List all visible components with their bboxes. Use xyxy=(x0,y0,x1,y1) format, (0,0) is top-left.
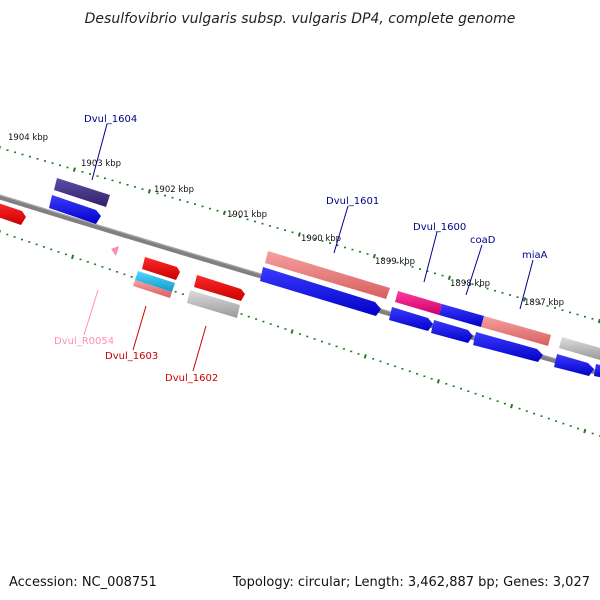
gene-right-edge-blue[interactable] xyxy=(594,364,600,378)
gene-coaD-blue[interactable] xyxy=(439,304,484,327)
gene-dvul1601-salmon[interactable] xyxy=(265,251,390,299)
gene-dvul1603-salmon[interactable] xyxy=(133,280,172,298)
scale-major-tick xyxy=(290,329,294,334)
scale-label-1899: 1899 kbp xyxy=(375,257,415,267)
scale-major-tick xyxy=(447,275,451,281)
gene-coaD-blue-arrow[interactable] xyxy=(431,320,473,343)
label-coaD: coaD xyxy=(470,235,496,246)
scale-major-tick xyxy=(363,354,367,359)
gene-dvul1600-magenta[interactable] xyxy=(395,291,442,315)
scale-label-1901: 1901 kbp xyxy=(227,210,267,220)
scale-label-1903: 1903 kbp xyxy=(81,159,121,169)
map-title: Desulfovibrio vulgaris subsp. vulgaris D… xyxy=(85,11,516,27)
gene-miaA-salmon[interactable] xyxy=(481,316,551,346)
scale-major-tick xyxy=(297,232,301,237)
upper-scale-ticks xyxy=(0,146,600,324)
scale-label-1897: 1897 kbp xyxy=(524,298,564,308)
label-dvul-r0054: Dvul_R0054 xyxy=(54,336,114,347)
forward-strand-features xyxy=(54,178,600,360)
gene-dvul1602-grey[interactable] xyxy=(187,290,240,318)
gene-dvul1601-blue-arrow[interactable] xyxy=(260,267,381,316)
scale-major-tick xyxy=(71,254,75,260)
scale-label-1902: 1902 kbp xyxy=(154,185,194,195)
gene-red-arrow-1[interactable] xyxy=(142,257,180,280)
leader-lines xyxy=(83,123,534,372)
scale-label-1904: 1904 kbp xyxy=(8,133,48,143)
scale-major-tick xyxy=(372,253,376,259)
label-miaA: miaA xyxy=(522,250,548,261)
scale-major-tick xyxy=(510,403,514,409)
reverse-strand-features xyxy=(0,195,600,378)
scale-label-1900: 1900 kbp xyxy=(301,234,341,244)
label-dvul-1601: Dvul_1601 xyxy=(326,196,379,207)
gene-left-red-edge[interactable] xyxy=(0,202,26,225)
gene-right-blue-arrow[interactable] xyxy=(554,354,594,376)
scale-major-tick xyxy=(522,297,526,302)
gene-dvul1604-purple[interactable] xyxy=(54,178,110,207)
scale-major-tick xyxy=(583,428,587,434)
gene-dvul1604-blue-arrow[interactable] xyxy=(49,195,101,224)
gene-miaA-blue-arrow[interactable] xyxy=(473,332,543,362)
scale-major-tick xyxy=(436,379,440,384)
scale-major-tick xyxy=(72,167,76,172)
rna-dvul-r0054[interactable] xyxy=(111,246,119,256)
scale-major-tick xyxy=(222,210,226,216)
gene-dvul1600-blue-arrow[interactable] xyxy=(389,307,433,331)
label-dvul-1600: Dvul_1600 xyxy=(413,222,466,233)
scale-major-tick xyxy=(147,189,151,194)
accession-text: Accession: NC_008751 xyxy=(9,575,157,590)
label-dvul-1604: Dvul_1604 xyxy=(84,114,137,125)
gene-dvul1603-cyan[interactable] xyxy=(135,271,175,292)
gene-red-arrow-2[interactable] xyxy=(194,275,245,301)
label-dvul-1602: Dvul_1602 xyxy=(165,373,218,384)
gene-right-grey-top[interactable] xyxy=(559,337,600,360)
topology-text: Topology: circular; Length: 3,462,887 bp… xyxy=(232,575,590,590)
label-dvul-1603: Dvul_1603 xyxy=(105,351,158,362)
